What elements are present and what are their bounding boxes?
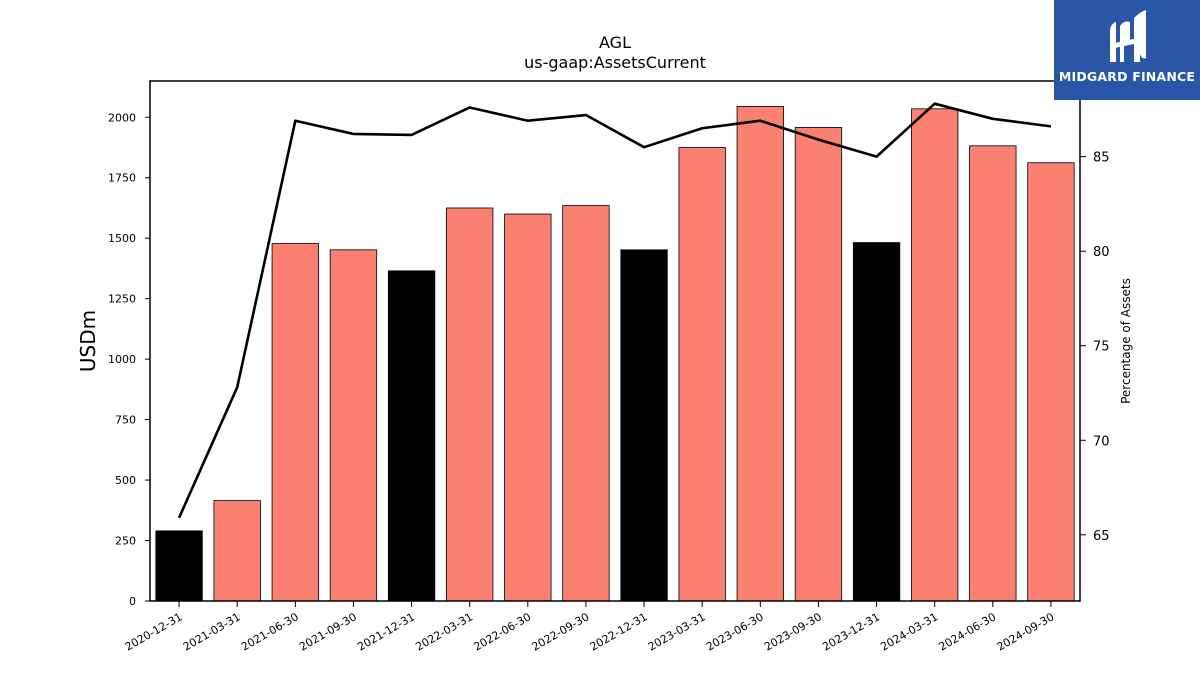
bar-2021-03-31	[213, 500, 261, 602]
bar-2021-09-30	[329, 249, 378, 602]
bar-2023-12-31	[852, 242, 901, 602]
bars	[155, 105, 1075, 602]
bar-2021-12-31	[387, 270, 436, 602]
logo-text: MIDGARD FINANCE	[1058, 69, 1196, 84]
x-tick-label: 2022-12-31	[588, 610, 650, 653]
x-tick-label: 2024-09-30	[995, 610, 1057, 653]
y2-axis-label: Percentage of Assets	[1119, 278, 1133, 404]
bar-2023-06-30	[736, 105, 784, 602]
plot-frame	[149, 80, 1081, 602]
x-tick-label: 2023-03-31	[646, 610, 708, 653]
x-tick-label: 2024-06-30	[936, 610, 998, 653]
bar-2023-09-30	[794, 127, 843, 602]
bar-2022-03-31	[446, 207, 494, 602]
x-tick-label: 2020-12-31	[123, 610, 185, 653]
bar-2020-12-31	[155, 530, 203, 602]
percentage-of-assets-line	[177, 102, 1052, 519]
x-tick-label: 2022-06-30	[471, 610, 533, 653]
x-tick-label: 2024-03-31	[878, 610, 940, 653]
y-axis-label: USDm	[76, 310, 100, 372]
x-tick-label: 2023-09-30	[762, 610, 824, 653]
y2-tick-label: 85	[1093, 151, 1110, 166]
chart-subtitle: us-gaap:AssetsCurrent	[524, 53, 706, 72]
midgard-finance-logo: MIDGARD FINANCE	[1054, 0, 1200, 100]
y-tick-label: 1250	[108, 293, 136, 306]
y2-tick-label: 75	[1093, 340, 1110, 355]
bar-2022-12-31	[620, 249, 668, 602]
y-tick-label: 1750	[108, 172, 136, 185]
y2-tick-label: 70	[1093, 434, 1110, 449]
bar-2024-06-30	[969, 145, 1017, 602]
bar-2021-06-30	[271, 243, 319, 602]
y-tick-label: 2000	[108, 111, 136, 124]
bar-2023-03-31	[678, 147, 726, 602]
y2-tick-label: 80	[1093, 245, 1110, 260]
midgard-m-logo-icon	[1054, 0, 1200, 100]
y-tick-label: 1500	[108, 232, 136, 245]
bar-2024-09-30	[1027, 162, 1075, 602]
y-tick-label: 0	[129, 595, 136, 608]
x-tick-label: 2021-06-30	[239, 610, 301, 653]
x-tick-label: 2021-03-31	[181, 610, 243, 653]
y-tick-label: 250	[115, 535, 136, 548]
x-tick-label: 2021-09-30	[297, 610, 359, 653]
bar-2024-03-31	[911, 108, 959, 602]
y-tick-label: 500	[115, 474, 136, 487]
y-tick-label: 750	[115, 414, 136, 427]
x-tick-label: 2021-12-31	[355, 610, 417, 653]
x-tick-label: 2022-09-30	[530, 610, 592, 653]
y2-tick-label: 65	[1093, 529, 1110, 544]
bar-2022-09-30	[562, 205, 610, 602]
x-tick-label: 2023-06-30	[704, 610, 766, 653]
x-tick-label: 2022-03-31	[413, 610, 475, 653]
y-tick-label: 1000	[108, 353, 136, 366]
percentage-line	[177, 102, 1052, 519]
x-tick-label: 2023-12-31	[820, 610, 882, 653]
chart-title: AGL	[599, 33, 631, 52]
bar-2022-06-30	[504, 213, 552, 602]
